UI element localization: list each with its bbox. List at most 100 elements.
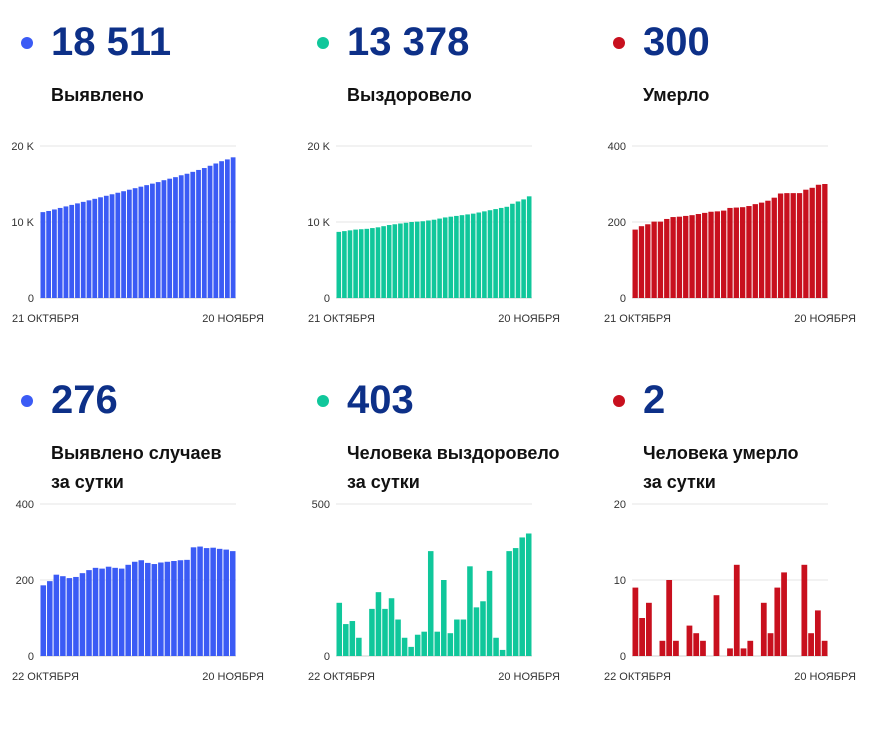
bar [145,562,151,656]
bar [201,168,207,298]
stat-label: Человека умерло за сутки [643,439,799,497]
bar [53,574,60,656]
stat-label: Умерло [643,81,709,110]
bar [150,183,155,298]
bar [673,640,679,656]
bar [519,537,525,656]
bar [431,219,437,298]
y-tick-label: 10 K [11,217,34,229]
bar [184,173,190,298]
bar [207,165,213,298]
bar [92,198,98,298]
bar [79,573,86,656]
bar [510,203,515,298]
bar [801,564,808,656]
bar [651,221,657,298]
bar [774,587,781,656]
bar [659,640,666,656]
bar [224,159,230,298]
bar [47,581,53,656]
x-tick-label-end: 20 НОЯБРЯ [498,671,560,683]
stat-label-line: Умерло [643,85,710,105]
bar [645,224,651,298]
bar [632,587,639,656]
stat-label: Выявлено случаев за сутки [51,439,222,497]
bar [700,640,706,656]
bar [480,601,486,656]
bar [721,210,727,298]
bar [465,214,470,298]
bar [164,561,171,656]
bar [73,576,79,656]
bar [470,213,476,298]
bar [781,572,787,656]
bar [57,207,63,298]
bar [821,640,828,656]
bar [683,215,689,298]
bar [758,202,765,298]
bar [131,561,138,656]
bar [370,228,375,298]
y-tick-label: 0 [28,293,34,305]
bar [167,178,173,298]
bar [86,570,92,656]
x-tick-label-start: 22 ОКТЯБРЯ [12,671,79,683]
bar-chart: 0 200 400 22 ОКТЯБРЯ 20 НОЯБРЯ [12,499,264,683]
y-tick-label: 0 [620,651,626,663]
stat-label-line: Выявлено случаев [51,443,222,463]
stat-label-line: Выявлено [51,85,144,105]
stat-label-line: Выздоровело [347,85,472,105]
bar [639,618,646,656]
bar [229,551,236,656]
y-tick-label: 0 [28,651,34,663]
bar [760,602,767,656]
bar-chart: 0 10 K 20 K 21 ОКТЯБРЯ 20 НОЯБРЯ [11,141,264,325]
bar [493,209,498,298]
bar [356,637,362,656]
stat-value: 300 [643,20,710,64]
x-tick-label-start: 21 ОКТЯБРЯ [308,313,375,325]
bar [105,566,112,656]
bar [118,568,125,656]
bar [727,648,733,656]
y-tick-label: 500 [312,499,330,511]
bar [392,224,398,298]
bar [746,206,752,298]
bar [454,619,460,656]
bar [178,175,184,298]
bar [476,212,482,298]
y-tick-label: 20 K [11,141,34,153]
x-tick-label-end: 20 НОЯБРЯ [498,313,560,325]
bar [426,220,431,298]
bar [771,197,777,298]
bar [155,182,161,298]
bar [713,595,720,656]
bar [632,229,638,298]
bar [190,171,196,298]
bar [63,206,69,298]
bar-chart: 0 500 22 ОКТЯБРЯ 20 НОЯБРЯ [308,499,560,683]
bar [499,649,506,656]
bar [727,207,733,298]
bar [161,180,167,298]
bar [230,157,236,298]
bar [765,200,771,298]
bar [504,206,510,298]
bar-chart: 0 10 20 22 ОКТЯБРЯ 20 НОЯБРЯ [604,499,856,683]
bar [69,204,75,298]
x-tick-label-end: 20 НОЯБРЯ [202,671,264,683]
bar [138,186,144,298]
bar [92,567,99,656]
x-tick-label-start: 21 ОКТЯБРЯ [604,313,671,325]
bar-chart: 0 200 400 21 ОКТЯБРЯ 20 НОЯБРЯ [604,141,856,325]
bar [401,637,408,656]
y-tick-label: 0 [324,293,330,305]
bar [767,633,774,656]
legend-dot-icon [21,395,33,407]
bar [666,580,673,656]
bar [814,610,821,656]
y-tick-label: 10 K [307,217,330,229]
bar [822,184,828,298]
bar [369,608,375,656]
bar [40,585,47,656]
